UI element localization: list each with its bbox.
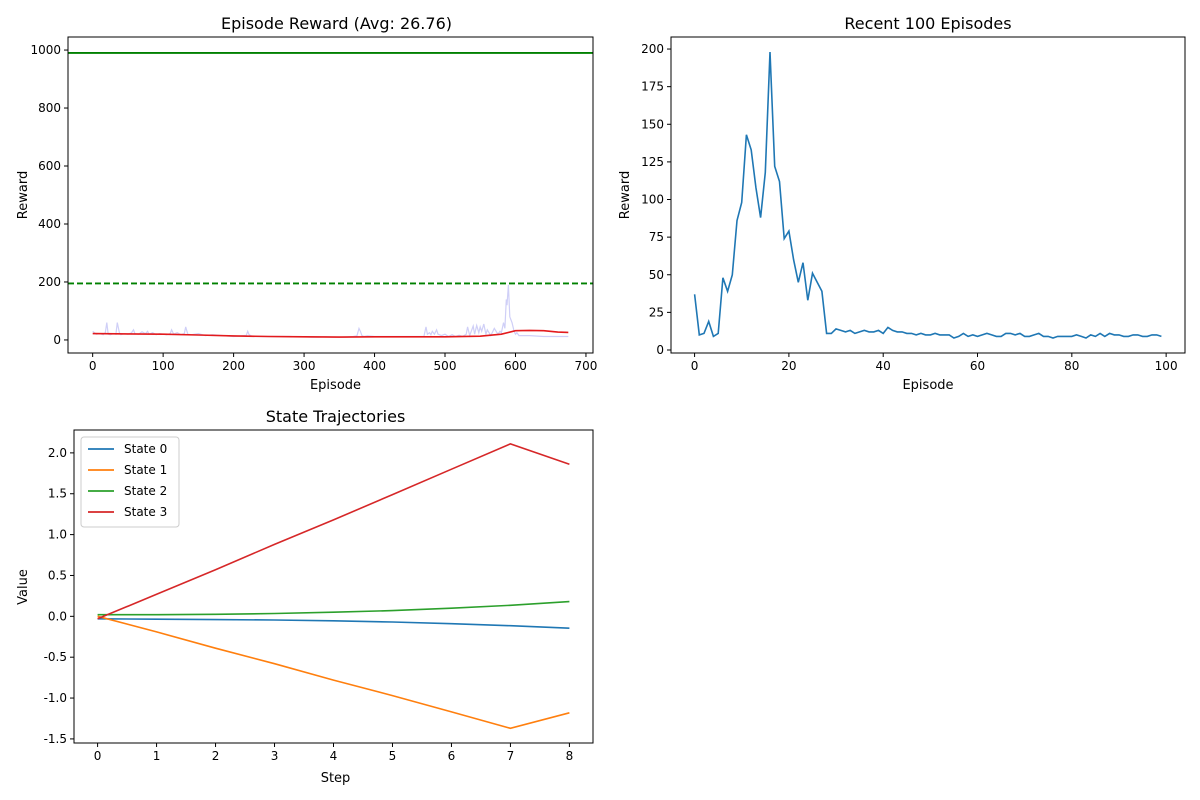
x-tick-label: 20 [781,359,796,373]
y-tick-label: 0.5 [48,568,67,582]
series-line-state-0 [97,618,570,629]
x-tick-label: 60 [970,359,985,373]
plot-frame [73,429,594,744]
y-tick-label: 125 [641,155,664,169]
tick-group: 0 1 2 3 4 5 6 7 8 -1.5 -1.0 -0.5 0.0 0.5 1.0 1.5 2.0 [44,446,574,763]
x-axis-label: Episode [310,378,361,393]
y-tick-label: 200 [38,275,61,289]
chart-recent-100: Recent 100 Episodes 0 20 40 60 80 100 0 25 50 75 1… [618,14,1186,393]
y-tick-label: -1.5 [44,732,67,746]
x-tick-label: 500 [434,359,457,373]
chart-state-trajectories: State Trajectories 0 1 2 3 4 5 6 7 8 -1.5 -1.0 -0.5… [16,407,594,786]
y-tick-label: 800 [38,101,61,115]
legend-label: State 1 [124,463,167,477]
legend-label: State 0 [124,442,167,456]
y-tick-label: 0 [656,343,664,357]
x-tick-label: 100 [152,359,175,373]
x-tick-label: 3 [271,749,279,763]
legend-box [80,436,180,528]
series-group [97,443,570,730]
x-tick-label: 600 [504,359,527,373]
legend-label: State 3 [124,505,167,519]
series-group [693,51,1162,339]
chart-title: Recent 100 Episodes [844,14,1011,33]
x-tick-label: 0 [94,749,102,763]
y-tick-label: 1.5 [48,487,67,501]
y-tick-label: -1.0 [44,691,67,705]
x-axis-label: Step [321,771,351,786]
series-group [68,52,593,338]
x-tick-label: 5 [389,749,397,763]
y-tick-label: 100 [641,193,664,207]
x-tick-label: 100 [1155,359,1178,373]
y-tick-label: 400 [38,217,61,231]
x-tick-label: 8 [566,749,574,763]
plot-frame [67,36,594,354]
x-tick-label: 700 [574,359,597,373]
y-tick-label: 2.0 [48,446,67,460]
chart-episode-reward: Episode Reward (Avg: 26.76) 0 100 200 300 40… [16,14,597,393]
y-tick-label: 25 [649,305,664,319]
y-tick-label: 0.0 [48,609,67,623]
x-tick-label: 4 [330,749,338,763]
y-tick-label: 175 [641,80,664,94]
tick-group: 0 100 200 300 400 500 600 700 0 200 400 600 800 1000 [30,43,597,373]
y-tick-label: 150 [641,117,664,131]
moving-average-line [92,329,569,338]
chart-title: State Trajectories [266,407,406,426]
chart-title: Episode Reward (Avg: 26.76) [221,14,452,33]
plot-frame [670,36,1186,354]
y-axis-label: Reward [618,171,633,219]
x-tick-label: 400 [363,359,386,373]
x-tick-label: 0 [89,359,97,373]
x-axis-label: Episode [902,378,953,393]
series-line-state-1 [97,615,570,730]
y-axis-label: Reward [16,171,31,219]
legend: State 0 State 1 State 2 State 3 [80,436,180,528]
y-tick-label: 600 [38,159,61,173]
x-tick-label: 7 [507,749,515,763]
x-tick-label: 40 [876,359,891,373]
x-tick-label: 200 [222,359,245,373]
y-tick-label: 1.0 [48,528,67,542]
x-tick-label: 6 [448,749,456,763]
y-axis-label: Value [16,569,31,605]
x-tick-label: 1 [153,749,161,763]
x-tick-label: 300 [293,359,316,373]
x-tick-label: 2 [212,749,220,763]
series-line-state-2 [97,600,570,616]
y-tick-label: 50 [649,268,664,282]
y-tick-label: 200 [641,42,664,56]
y-tick-label: 0 [53,333,61,347]
y-tick-label: 75 [649,230,664,244]
legend-label: State 2 [124,484,167,498]
tick-group: 0 20 40 60 80 100 0 25 50 75 100 125 150 175 200 [641,42,1177,373]
series-line [693,51,1162,339]
y-tick-label: 1000 [30,43,61,57]
y-tick-label: -0.5 [44,650,67,664]
series-line-state-3 [97,443,570,620]
x-tick-label: 80 [1064,359,1079,373]
x-tick-label: 0 [691,359,699,373]
